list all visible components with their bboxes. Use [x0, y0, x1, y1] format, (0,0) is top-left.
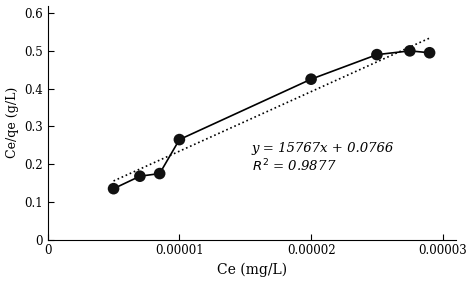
- Y-axis label: Ce/qe (g/L): Ce/qe (g/L): [6, 87, 18, 158]
- Point: [175, 137, 183, 142]
- Point: [110, 186, 118, 191]
- Point: [136, 174, 144, 179]
- Point: [426, 50, 433, 55]
- Point: [156, 171, 164, 176]
- Point: [406, 49, 414, 53]
- Point: [307, 77, 315, 82]
- X-axis label: Ce (mg/L): Ce (mg/L): [217, 263, 287, 277]
- Text: y = 15767x + 0.0766
$R^2$ = 0.9877: y = 15767x + 0.0766 $R^2$ = 0.9877: [252, 142, 394, 175]
- Point: [373, 52, 381, 57]
